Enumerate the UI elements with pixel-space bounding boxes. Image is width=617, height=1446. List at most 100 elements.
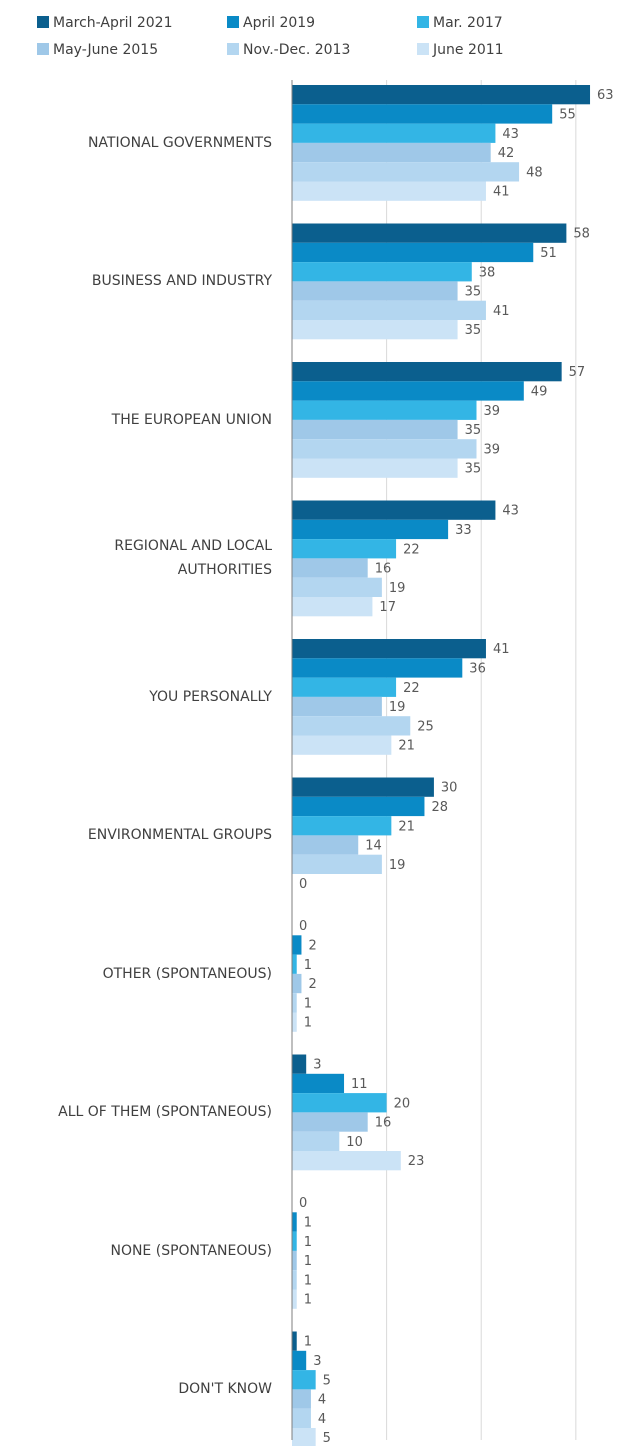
value-label: 11: [351, 1077, 368, 1092]
value-label: 5: [323, 1431, 331, 1446]
value-label: 58: [573, 227, 590, 242]
legend-label: June 2011: [432, 42, 504, 58]
bar: [292, 1131, 340, 1151]
value-label: 1: [304, 1016, 312, 1031]
bar: [292, 123, 496, 143]
value-label: 41: [493, 304, 510, 319]
bar: [292, 658, 463, 678]
value-label: 28: [431, 800, 448, 815]
bar: [292, 500, 496, 520]
bar: [292, 362, 562, 382]
bar: [292, 320, 458, 340]
value-label: 39: [483, 442, 500, 457]
category-label: DON'T KNOW: [178, 1381, 272, 1398]
value-label: 23: [408, 1154, 425, 1169]
value-label: 35: [465, 285, 482, 300]
bar: [292, 381, 524, 401]
bar: [292, 935, 302, 955]
value-label: 51: [540, 246, 557, 261]
legend-label: May-June 2015: [53, 42, 158, 58]
bar: [292, 519, 449, 540]
category-label: YOU PERSONALLY: [149, 688, 272, 705]
bar: [292, 973, 302, 994]
bar: [292, 854, 382, 874]
value-label: 2: [308, 977, 316, 992]
value-label: 3: [313, 1058, 321, 1073]
bar: [292, 735, 392, 755]
bar: [292, 1370, 316, 1390]
legend-swatch: [37, 43, 49, 55]
value-label: 17: [379, 600, 396, 615]
value-label: 30: [441, 781, 458, 796]
bar: [292, 777, 434, 797]
bar: [292, 181, 486, 201]
bar: [292, 1212, 297, 1232]
bar: [292, 1350, 307, 1371]
bar: [292, 281, 458, 301]
value-label: 0: [299, 877, 307, 892]
bar: [292, 1331, 297, 1351]
bar: [292, 1428, 316, 1446]
legend-swatch: [37, 16, 49, 28]
bar: [292, 796, 425, 817]
bar: [292, 1093, 387, 1113]
bar: [292, 104, 553, 124]
bar: [292, 242, 534, 263]
bar: [292, 262, 472, 282]
value-label: 19: [389, 581, 406, 596]
value-label: 1: [304, 1335, 312, 1350]
value-label: 3: [313, 1354, 321, 1369]
value-label: 22: [403, 681, 420, 696]
value-label: 20: [394, 1096, 411, 1111]
bar: [292, 716, 411, 736]
bar: [292, 954, 297, 974]
value-label: 19: [389, 700, 406, 715]
value-label: 1: [304, 1293, 312, 1308]
value-label: 49: [531, 384, 548, 399]
value-label: 42: [498, 146, 515, 161]
bar: [292, 597, 373, 617]
value-label: 35: [465, 462, 482, 477]
bar: [292, 577, 382, 597]
category-label: REGIONAL AND LOCAL AUTHORITIES: [114, 538, 272, 579]
legend-label: April 2019: [243, 15, 315, 31]
bar: [292, 639, 486, 659]
bar: [292, 1289, 297, 1309]
bar: [292, 142, 491, 163]
value-label: 19: [389, 858, 406, 873]
value-label: 36: [469, 661, 486, 676]
value-label: 35: [465, 423, 482, 438]
bar: [292, 1250, 297, 1271]
value-label: 4: [318, 1393, 326, 1408]
value-label: 41: [493, 185, 510, 200]
category-label: THE EUROPEAN UNION: [111, 411, 272, 428]
bar: [292, 439, 477, 459]
category-label: NATIONAL GOVERNMENTS: [87, 134, 272, 151]
value-label: 4: [318, 1412, 326, 1427]
bar: [292, 558, 368, 578]
value-label: 1: [304, 958, 312, 973]
value-label: 16: [375, 562, 392, 577]
value-label: 1: [304, 996, 312, 1011]
value-label: 0: [299, 1196, 307, 1211]
value-label: 10: [346, 1135, 363, 1150]
bar: [292, 1012, 297, 1032]
legend-swatch: [227, 16, 239, 28]
value-label: 57: [569, 365, 586, 380]
value-label: 38: [479, 265, 496, 280]
bar: [292, 1408, 311, 1428]
value-label: 1: [304, 1254, 312, 1269]
bar: [292, 1054, 307, 1074]
bar: [292, 816, 392, 836]
value-label: 1: [304, 1273, 312, 1288]
bar: [292, 1231, 297, 1251]
value-label: 5: [323, 1373, 331, 1388]
value-label: 48: [526, 165, 543, 180]
bar: [292, 1073, 345, 1094]
value-label: 21: [398, 819, 415, 834]
value-label: 33: [455, 523, 472, 538]
legend-label: Mar. 2017: [433, 15, 503, 31]
bar: [292, 696, 382, 717]
